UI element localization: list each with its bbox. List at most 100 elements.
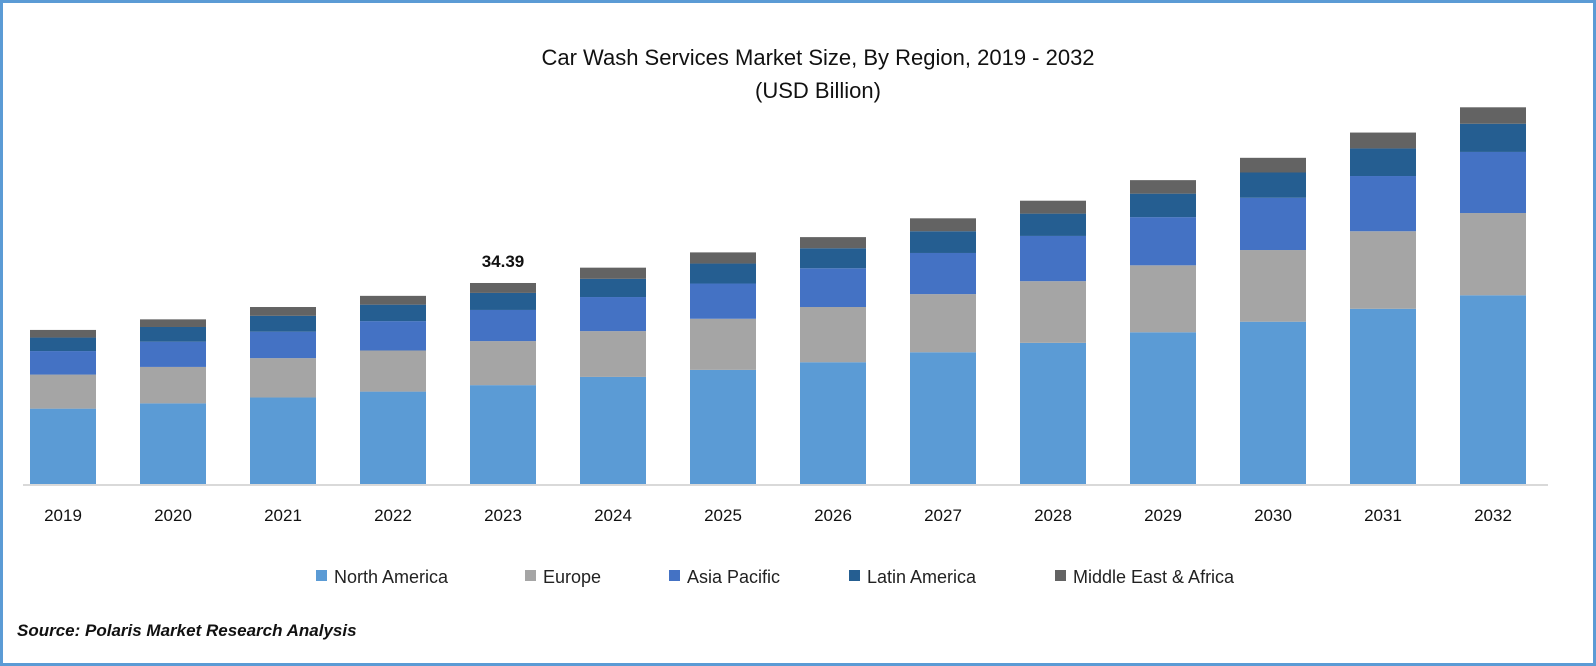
bar-segment-asia-pacific-2021 (250, 331, 316, 359)
legend-swatch (525, 570, 536, 581)
legend-label: Europe (543, 567, 601, 587)
bar-segment-latin-america-2028 (1020, 213, 1086, 236)
chart-title: Car Wash Services Market Size, By Region… (541, 45, 1094, 70)
bar-segment-latin-america-2029 (1130, 193, 1196, 218)
bar-segment-asia-pacific-2031 (1350, 176, 1416, 232)
bar-segment-latin-america-2025 (690, 263, 756, 284)
x-tick-label: 2023 (484, 506, 522, 525)
x-tick-label: 2031 (1364, 506, 1402, 525)
bar-segment-europe-2031 (1350, 231, 1416, 309)
legend: North America Europe Asia Pacific Latin Ame… (316, 567, 1235, 587)
legend-swatch (849, 570, 860, 581)
x-tick-label: 2028 (1034, 506, 1072, 525)
legend-swatch (316, 570, 327, 581)
bar-segment-middle-east-africa-2025 (690, 252, 756, 264)
legend-swatch (1055, 570, 1066, 581)
bars (30, 107, 1526, 485)
bar-segment-middle-east-africa-2020 (140, 319, 206, 327)
legend-label: North America (334, 567, 449, 587)
bar-segment-north-america-2022 (360, 391, 426, 485)
bar-segment-latin-america-2032 (1460, 123, 1526, 152)
bar-segment-middle-east-africa-2024 (580, 267, 646, 279)
x-tick-label: 2032 (1474, 506, 1512, 525)
bar-segment-europe-2019 (30, 374, 96, 409)
bar-segment-middle-east-africa-2028 (1020, 200, 1086, 214)
bar-segment-latin-america-2030 (1240, 172, 1306, 198)
bar-segment-asia-pacific-2028 (1020, 235, 1086, 282)
bar-segment-latin-america-2026 (800, 248, 866, 269)
legend-label: Latin America (867, 567, 977, 587)
chart-subtitle: (USD Billion) (755, 78, 881, 103)
bar-segment-latin-america-2023 (470, 292, 536, 310)
bar-segment-europe-2023 (470, 341, 536, 386)
bar-segment-asia-pacific-2029 (1130, 217, 1196, 266)
bar-segment-asia-pacific-2024 (580, 297, 646, 332)
bar-segment-north-america-2028 (1020, 342, 1086, 485)
bar-segment-latin-america-2024 (580, 278, 646, 298)
x-tick-label: 2024 (594, 506, 632, 525)
bar-segment-middle-east-africa-2023 (470, 282, 536, 293)
bar-segment-latin-america-2027 (910, 231, 976, 253)
legend-swatch (669, 570, 680, 581)
bar-segment-europe-2027 (910, 294, 976, 353)
bar-segment-europe-2026 (800, 307, 866, 363)
bar-segment-north-america-2030 (1240, 321, 1306, 485)
bar-segment-north-america-2019 (30, 408, 96, 485)
bar-segment-middle-east-africa-2027 (910, 218, 976, 232)
x-tick-label: 2019 (44, 506, 82, 525)
bar-segment-middle-east-africa-2029 (1130, 180, 1196, 194)
bar-segment-latin-america-2031 (1350, 148, 1416, 177)
bar-segment-north-america-2027 (910, 352, 976, 485)
bar-segment-asia-pacific-2026 (800, 268, 866, 308)
x-tick-label: 2021 (264, 506, 302, 525)
bar-segment-middle-east-africa-2026 (800, 237, 866, 249)
bar-segment-asia-pacific-2025 (690, 283, 756, 319)
bar-segment-europe-2020 (140, 366, 206, 404)
bar-segment-north-america-2029 (1130, 332, 1196, 485)
bar-segment-asia-pacific-2022 (360, 321, 426, 351)
bar-segment-latin-america-2019 (30, 337, 96, 352)
bar-segment-europe-2021 (250, 358, 316, 398)
stacked-bar-chart: Car Wash Services Market Size, By Region… (23, 45, 1548, 587)
bar-segment-asia-pacific-2030 (1240, 197, 1306, 251)
data-label-2023: 34.39 (482, 252, 525, 271)
x-tick-label: 2020 (154, 506, 192, 525)
bar-segment-asia-pacific-2023 (470, 309, 536, 342)
bar-segment-middle-east-africa-2021 (250, 307, 316, 316)
bar-segment-asia-pacific-2027 (910, 252, 976, 295)
bar-segment-middle-east-africa-2031 (1350, 132, 1416, 149)
x-tick-label: 2026 (814, 506, 852, 525)
bar-segment-north-america-2024 (580, 376, 646, 485)
bar-segment-middle-east-africa-2022 (360, 295, 426, 305)
bar-segment-north-america-2020 (140, 403, 206, 485)
x-tick-label: 2030 (1254, 506, 1292, 525)
bar-segment-north-america-2025 (690, 369, 756, 485)
x-axis-labels: 2019 2020 2021 2022 2023 2024 2025 2026 2027 2028… (44, 506, 1512, 525)
x-tick-label: 2027 (924, 506, 962, 525)
x-tick-label: 2022 (374, 506, 412, 525)
bar-segment-latin-america-2020 (140, 326, 206, 342)
bar-segment-north-america-2031 (1350, 308, 1416, 485)
bar-segment-asia-pacific-2019 (30, 351, 96, 375)
x-tick-label: 2025 (704, 506, 742, 525)
legend-label: Asia Pacific (687, 567, 780, 587)
bar-segment-middle-east-africa-2030 (1240, 157, 1306, 173)
bar-segment-north-america-2026 (800, 362, 866, 485)
bar-segment-north-america-2021 (250, 397, 316, 485)
bar-segment-middle-east-africa-2032 (1460, 107, 1526, 124)
bar-segment-europe-2025 (690, 318, 756, 370)
bar-segment-europe-2022 (360, 350, 426, 392)
bar-segment-latin-america-2021 (250, 315, 316, 332)
bar-segment-europe-2028 (1020, 281, 1086, 343)
source-note: Source: Polaris Market Research Analysis (17, 621, 357, 640)
bar-segment-asia-pacific-2020 (140, 341, 206, 367)
bar-segment-north-america-2023 (470, 385, 536, 485)
bar-segment-latin-america-2022 (360, 304, 426, 322)
bar-segment-europe-2030 (1240, 250, 1306, 322)
bar-segment-north-america-2032 (1460, 295, 1526, 485)
x-tick-label: 2029 (1144, 506, 1182, 525)
bar-segment-europe-2029 (1130, 265, 1196, 333)
bar-segment-europe-2032 (1460, 213, 1526, 296)
bar-segment-europe-2024 (580, 331, 646, 377)
